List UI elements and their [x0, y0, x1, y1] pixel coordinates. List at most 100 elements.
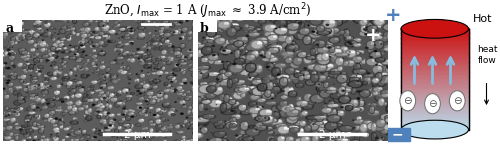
Bar — [401, 79, 468, 80]
Bar — [401, 65, 468, 67]
Text: ⊖: ⊖ — [428, 99, 437, 109]
Bar — [401, 59, 468, 60]
Bar — [385, 128, 410, 141]
Bar — [401, 47, 468, 49]
Bar — [401, 45, 468, 46]
Circle shape — [424, 94, 440, 114]
Ellipse shape — [401, 19, 468, 38]
Bar — [401, 101, 468, 103]
Bar — [401, 30, 468, 31]
Bar — [401, 93, 468, 94]
Bar — [401, 37, 468, 39]
Bar — [401, 124, 468, 126]
Bar — [401, 113, 468, 114]
Bar — [401, 91, 468, 93]
Bar — [401, 51, 468, 53]
Bar — [401, 86, 468, 88]
Bar — [401, 31, 468, 33]
Text: a: a — [5, 22, 13, 35]
Bar — [401, 105, 468, 107]
Bar — [401, 60, 468, 62]
Bar — [401, 50, 468, 51]
Bar — [401, 57, 468, 59]
Bar — [401, 103, 468, 104]
Bar — [401, 109, 468, 111]
Text: Hot: Hot — [473, 14, 492, 24]
Bar — [401, 94, 468, 96]
Bar — [401, 127, 468, 128]
Bar — [401, 66, 468, 68]
Bar — [401, 35, 468, 36]
Bar — [401, 125, 468, 127]
Bar — [401, 95, 468, 97]
Bar — [401, 108, 468, 109]
Text: Cold: Cold — [422, 131, 447, 141]
Bar — [401, 28, 468, 30]
Bar — [401, 70, 468, 72]
Bar — [401, 118, 468, 120]
Bar — [401, 54, 468, 55]
Bar — [2, 20, 22, 32]
Bar — [401, 43, 468, 45]
Text: b: b — [200, 22, 209, 35]
Bar — [401, 85, 468, 87]
Bar — [401, 96, 468, 98]
Bar — [401, 40, 468, 41]
Bar — [401, 46, 468, 48]
Bar — [401, 115, 468, 117]
Bar — [401, 42, 468, 44]
Bar — [401, 110, 468, 112]
Text: +: + — [364, 26, 381, 45]
Bar — [401, 61, 468, 63]
Text: ⊖: ⊖ — [404, 96, 412, 106]
Bar — [401, 117, 468, 118]
Bar — [401, 74, 468, 75]
Bar — [401, 98, 468, 99]
Bar — [401, 71, 468, 73]
Bar — [401, 32, 468, 34]
Text: ZnO, $I_\mathrm{max}$ = 1 A ($J_\mathrm{max}$ $\approx$ 3.9 A/cm$^2$): ZnO, $I_\mathrm{max}$ = 1 A ($J_\mathrm{… — [104, 1, 312, 21]
Bar — [401, 62, 468, 64]
Bar — [401, 67, 468, 69]
Bar — [401, 111, 468, 113]
Bar — [401, 36, 468, 38]
Bar — [401, 72, 468, 74]
Bar — [401, 88, 468, 89]
Bar — [401, 114, 468, 116]
Bar — [401, 83, 468, 84]
Bar — [401, 106, 468, 108]
Ellipse shape — [401, 120, 468, 139]
Bar — [401, 128, 468, 130]
Bar — [401, 104, 468, 106]
Bar — [401, 76, 468, 78]
Text: 2 μm: 2 μm — [319, 130, 345, 140]
Bar — [401, 89, 468, 91]
Bar — [401, 55, 468, 56]
Bar — [401, 69, 468, 70]
Bar — [401, 80, 468, 82]
Circle shape — [450, 91, 465, 111]
Bar — [401, 84, 468, 86]
Bar — [401, 120, 468, 122]
Text: ⊖: ⊖ — [453, 96, 462, 106]
Bar — [401, 38, 468, 40]
Bar — [401, 41, 468, 43]
Circle shape — [400, 91, 415, 111]
Bar — [401, 99, 468, 101]
Bar — [401, 90, 468, 92]
Bar — [401, 49, 468, 50]
Text: −: − — [392, 128, 404, 142]
Bar — [401, 33, 468, 35]
Bar — [401, 122, 468, 123]
Bar — [401, 119, 468, 121]
Bar — [401, 75, 468, 77]
Text: 2 μm: 2 μm — [124, 130, 150, 140]
Bar — [401, 77, 468, 79]
Bar — [401, 81, 468, 83]
Bar — [198, 20, 216, 32]
Text: +: + — [385, 6, 402, 25]
Bar — [401, 52, 468, 54]
Bar — [401, 123, 468, 125]
Text: heat
flow: heat flow — [478, 45, 498, 65]
Bar — [401, 64, 468, 65]
